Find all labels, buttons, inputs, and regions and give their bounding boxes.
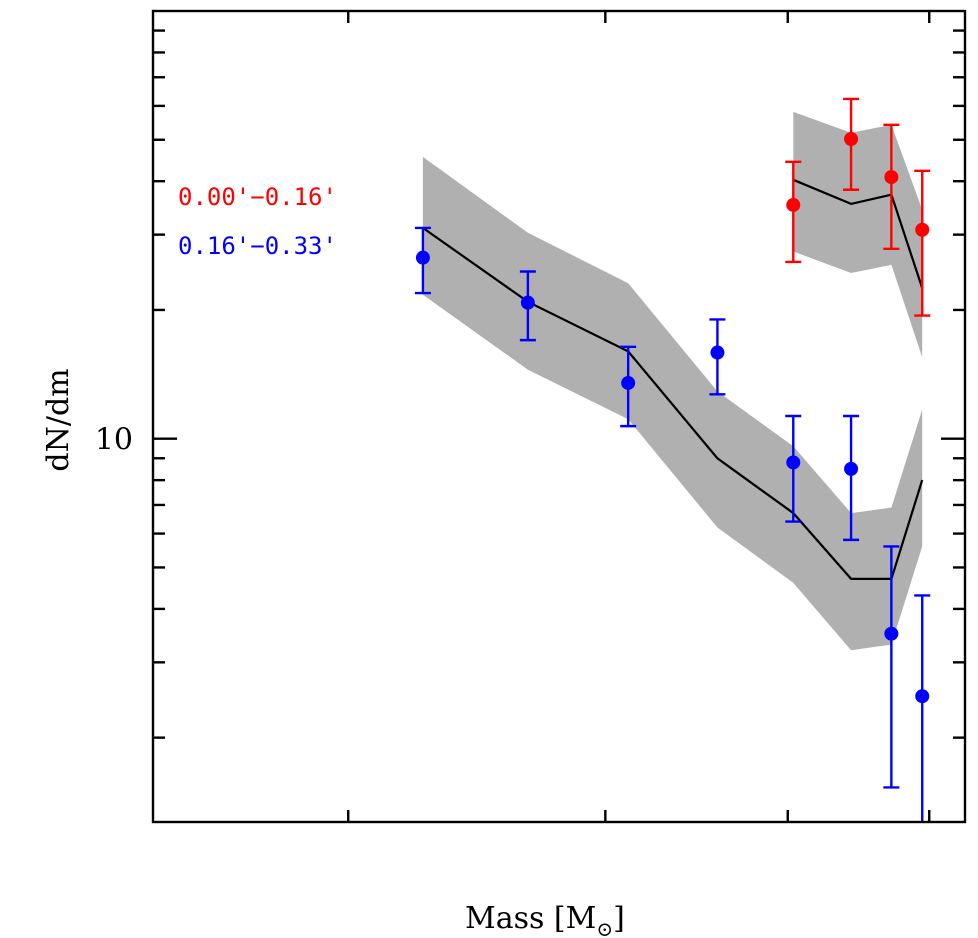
x-axis-label-main: Mass [M bbox=[465, 901, 596, 936]
data-point-inner-0 bbox=[786, 197, 801, 212]
model-bands bbox=[422, 111, 923, 651]
model-band-inner bbox=[793, 111, 923, 358]
data-point-outer-1 bbox=[520, 295, 535, 310]
legend-entry-outer: 0.16'−0.33' bbox=[178, 232, 337, 260]
error-bar-inner-2 bbox=[883, 123, 900, 250]
data-point-inner-2 bbox=[884, 170, 899, 185]
y-tick-label-0: 10 bbox=[95, 423, 133, 458]
data-point-outer-5 bbox=[844, 461, 859, 476]
plot-frame bbox=[151, 9, 967, 824]
x-axis-label-close: ] bbox=[613, 901, 625, 936]
x-axis-label-sun-symbol: ⊙ bbox=[596, 917, 613, 938]
data-point-outer-6 bbox=[884, 626, 899, 641]
model-lines bbox=[422, 178, 924, 581]
data-point-inner-3 bbox=[915, 222, 930, 237]
legend-entry-inner: 0.00'−0.16' bbox=[178, 183, 337, 211]
error-bar-outer-7 bbox=[914, 594, 931, 822]
data-points bbox=[415, 132, 930, 704]
model-line-outer bbox=[422, 227, 924, 581]
data-point-outer-0 bbox=[415, 250, 430, 265]
error-bar-outer-6 bbox=[883, 545, 900, 789]
data-point-outer-7 bbox=[915, 689, 930, 704]
y-tick-labels: 10 bbox=[95, 423, 133, 458]
x-axis-label: Mass [M⊙] bbox=[465, 901, 625, 938]
y-axis-label: dN/dm bbox=[41, 368, 76, 471]
model-line-inner bbox=[792, 178, 924, 289]
data-point-outer-4 bbox=[786, 455, 801, 470]
error-bar-inner-3 bbox=[914, 169, 931, 317]
axis-ticks bbox=[153, 11, 965, 822]
data-point-outer-3 bbox=[710, 345, 725, 360]
data-point-inner-1 bbox=[844, 132, 859, 147]
error-bar-outer-5 bbox=[843, 414, 860, 542]
data-point-outer-2 bbox=[621, 375, 636, 390]
